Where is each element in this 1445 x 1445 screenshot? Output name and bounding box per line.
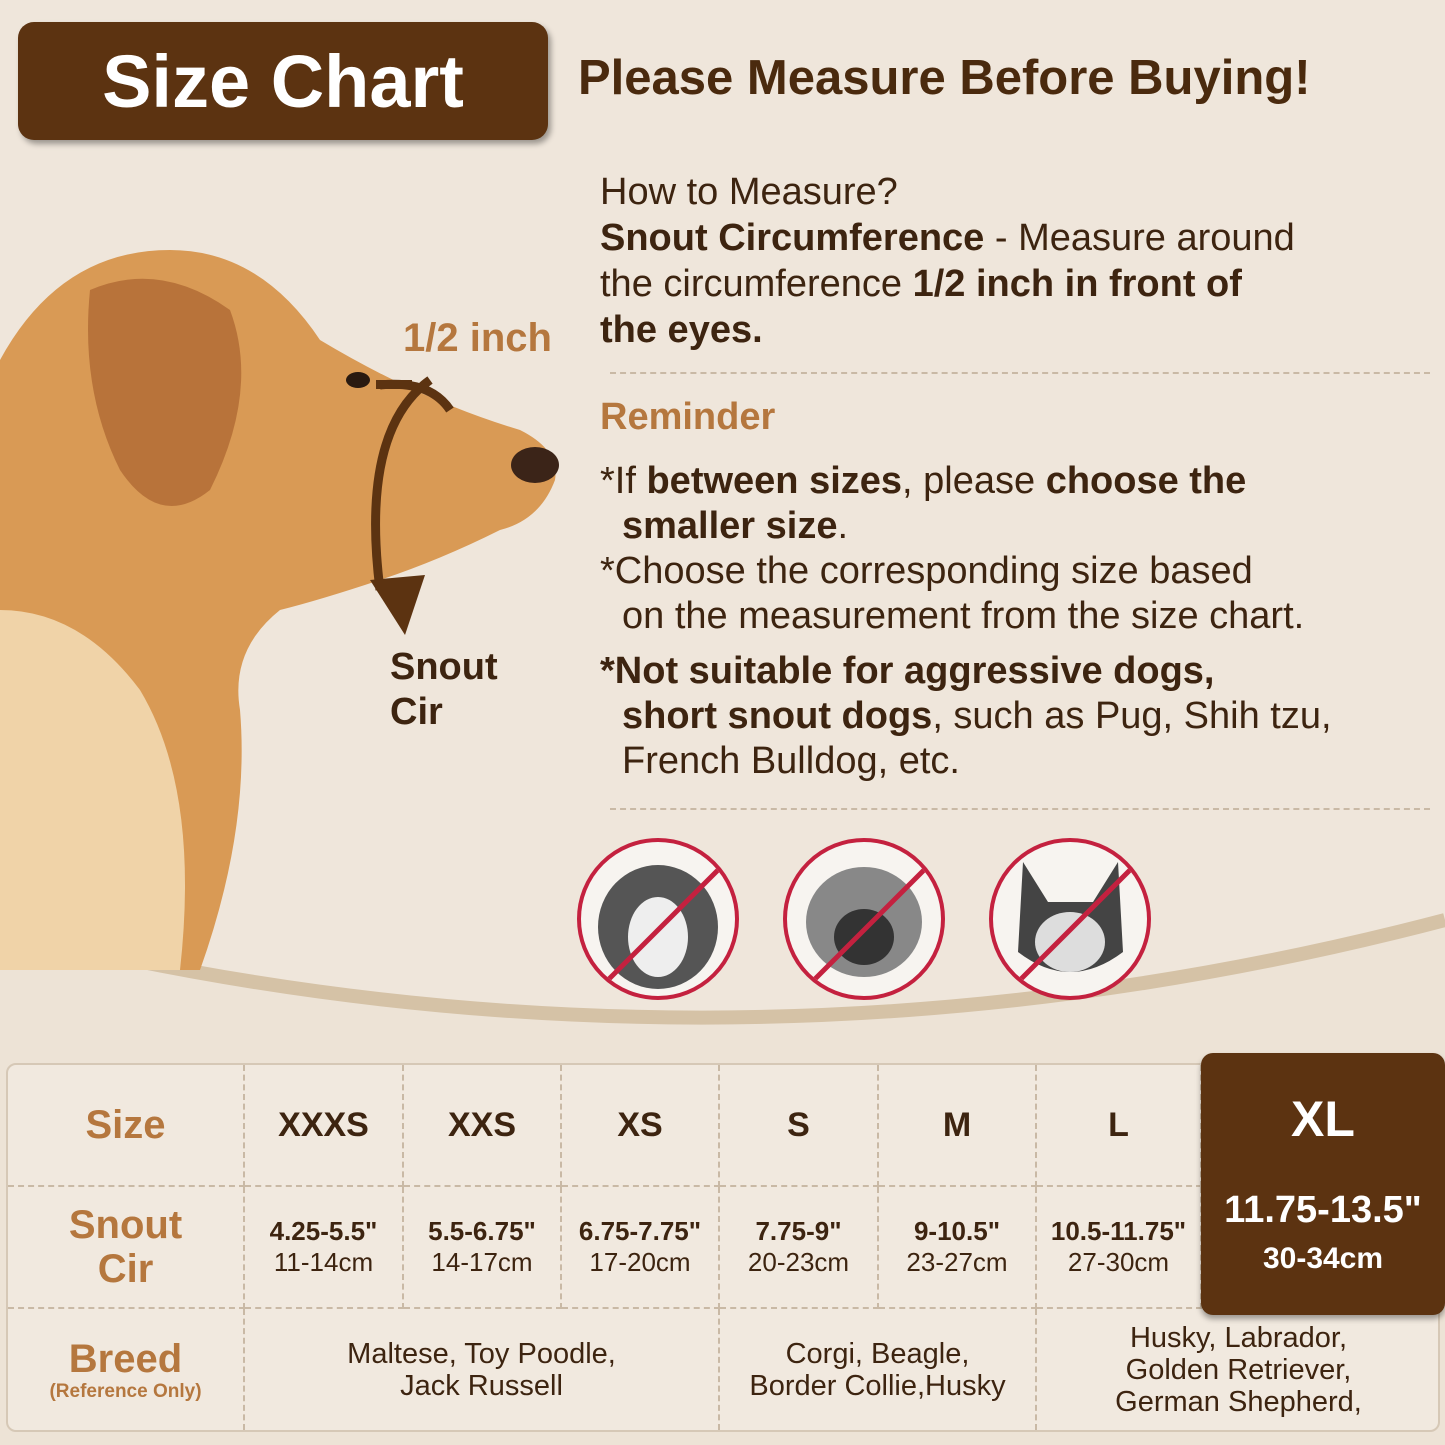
text: 17-20cm	[589, 1247, 691, 1277]
xl-highlight-column: XL 11.75-13.5" 30-34cm	[1201, 1053, 1445, 1315]
text: 5.5-6.75"	[428, 1216, 536, 1246]
snout-label-line2: Cir	[390, 691, 443, 733]
text: Breed	[68, 1336, 183, 1381]
row-header-snout: Snout Cir	[8, 1187, 245, 1309]
size-chart-title: Size Chart	[18, 22, 548, 140]
reminder-title: Reminder	[600, 396, 776, 438]
text: *Not suitable for aggressive dogs,	[600, 650, 1215, 692]
text: between sizes	[646, 460, 903, 502]
text: XXXS	[278, 1105, 369, 1144]
snout-cell: 9-10.5" 23-27cm	[879, 1187, 1037, 1309]
text: Husky, Labrador,	[1129, 1321, 1348, 1354]
text: - Measure around	[984, 217, 1295, 259]
text: Jack Russell	[400, 1369, 563, 1402]
text: smaller size	[622, 505, 838, 547]
text: XS	[617, 1105, 663, 1144]
snout-cell: 4.25-5.5" 11-14cm	[245, 1187, 404, 1309]
headline: Please Measure Before Buying!	[578, 51, 1311, 105]
reminder-1: *If between sizes, please choose the	[600, 458, 1246, 504]
text: (Reference Only)	[49, 1380, 202, 1402]
breed-cell: Corgi, Beagle, Border Collie,Husky	[720, 1309, 1037, 1430]
text: Border Collie,Husky	[749, 1369, 1006, 1402]
row-header-size: Size	[8, 1065, 245, 1187]
text: 23-27cm	[906, 1247, 1008, 1277]
size-cell: M	[879, 1065, 1037, 1187]
snout-cell: 6.75-7.75" 17-20cm	[562, 1187, 720, 1309]
how-to-line3: the eyes.	[600, 307, 763, 353]
how-to-line1: Snout Circumference - Measure around	[600, 215, 1295, 261]
text: 10.5-11.75"	[1050, 1216, 1187, 1246]
xl-cm: 30-34cm	[1262, 1242, 1384, 1275]
pug-not-suitable-icon	[783, 838, 945, 1000]
text: S	[787, 1105, 810, 1144]
reminder-3c: French Bulldog, etc.	[622, 740, 960, 782]
text: German Shepherd,	[1115, 1385, 1362, 1418]
text: 1/2 inch in front of	[912, 263, 1242, 305]
text: 14-17cm	[431, 1247, 533, 1277]
text: 9-10.5"	[913, 1216, 1001, 1246]
text: L	[1108, 1105, 1129, 1144]
text: 6.75-7.75"	[578, 1216, 702, 1246]
text: M	[942, 1105, 972, 1144]
snout-cell: 7.75-9" 20-23cm	[720, 1187, 879, 1309]
dog-illustration	[0, 250, 559, 970]
text: 7.75-9"	[755, 1216, 842, 1246]
reminder-2: *Choose the corresponding size based	[600, 550, 1253, 592]
breed-cell: Husky, Labrador, Golden Retriever, German …	[1037, 1309, 1440, 1430]
how-to-question: How to Measure?	[600, 171, 898, 213]
text: 27-30cm	[1067, 1247, 1170, 1277]
size-cell: L	[1037, 1065, 1202, 1187]
text: Size	[85, 1103, 166, 1147]
size-cell: XXXS	[245, 1065, 404, 1187]
text: .	[837, 505, 849, 547]
text: XXS	[447, 1105, 517, 1144]
snout-cir-label: Snout Cir	[390, 645, 498, 735]
snout-label-line1: Snout	[390, 646, 498, 688]
snout-cell: 5.5-6.75" 14-17cm	[404, 1187, 562, 1309]
french-bulldog-not-suitable-icon	[989, 838, 1151, 1000]
size-cell: XXS	[404, 1065, 562, 1187]
text: choose the	[1045, 460, 1247, 502]
reminder-2b: on the measurement from the size chart.	[622, 595, 1305, 637]
text: the circumference	[600, 263, 913, 305]
snout-cell: 10.5-11.75" 27-30cm	[1037, 1187, 1202, 1309]
size-cell: S	[720, 1065, 879, 1187]
text: , please	[902, 460, 1046, 502]
how-to-line2: the circumference 1/2 inch in front of	[600, 261, 1242, 307]
text: 11-14cm	[273, 1247, 374, 1277]
text: 4.25-5.5"	[269, 1216, 378, 1246]
reminder-3: *Not suitable for aggressive dogs,	[600, 648, 1214, 694]
text: Corgi, Beagle,	[785, 1337, 970, 1370]
text: 20-23cm	[747, 1247, 850, 1277]
xl-inch: 11.75-13.5"	[1224, 1189, 1422, 1231]
shih-tzu-not-suitable-icon	[577, 838, 739, 1000]
term: Snout Circumference	[600, 217, 985, 259]
half-inch-label: 1/2 inch	[403, 316, 552, 360]
divider	[610, 808, 1430, 810]
text: Snout	[68, 1203, 183, 1247]
reminder-1b: smaller size.	[622, 503, 848, 549]
text: the eyes.	[600, 309, 763, 351]
text: Golden Retriever,	[1125, 1353, 1352, 1386]
xl-size: XL	[1291, 1091, 1355, 1147]
breed-cell: Maltese, Toy Poodle, Jack Russell	[245, 1309, 720, 1430]
text: *If	[600, 460, 647, 502]
divider	[610, 372, 1430, 374]
text: Maltese, Toy Poodle,	[347, 1337, 616, 1370]
text: , such as Pug, Shih tzu,	[932, 695, 1332, 737]
row-header-breed: Breed (Reference Only)	[8, 1309, 245, 1430]
text: short snout dogs	[622, 695, 933, 737]
reminder-3b: short snout dogs, such as Pug, Shih tzu,	[622, 693, 1332, 739]
text: Cir	[97, 1247, 154, 1291]
size-cell: XS	[562, 1065, 720, 1187]
